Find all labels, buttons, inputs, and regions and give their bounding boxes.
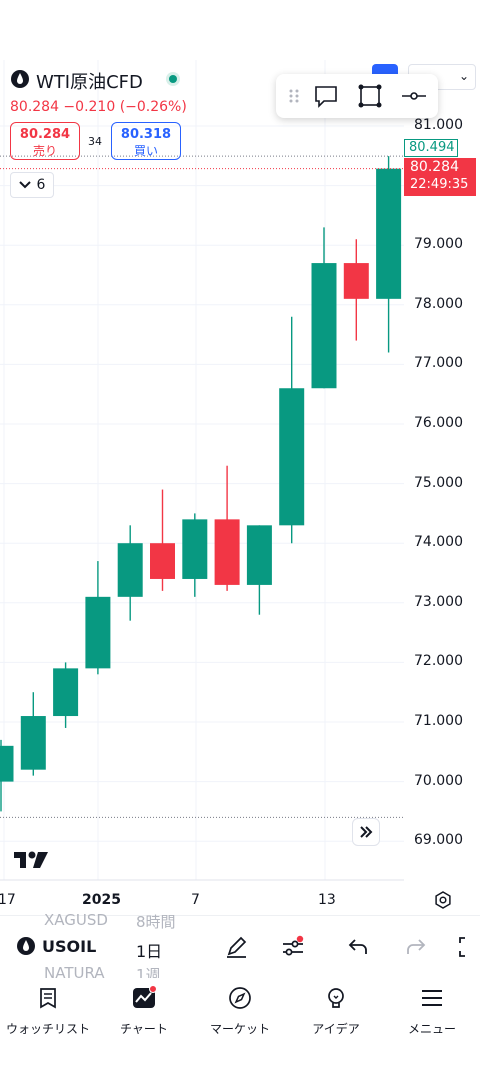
double-chevron-right-icon — [360, 826, 373, 838]
sell-price: 80.284 — [19, 127, 71, 142]
price-tick-label: 78.000 — [414, 295, 463, 312]
symbol-label: USOIL — [42, 936, 97, 956]
chart-grid — [0, 60, 404, 881]
chevron-down-icon: ⌄ — [458, 69, 469, 83]
price-tick-label: 74.000 — [414, 534, 463, 551]
pen-icon[interactable] — [224, 934, 250, 960]
last-price: 80.284 — [410, 159, 459, 175]
watchlist-icon — [36, 986, 60, 1010]
nav-watchlist[interactable]: ウォッチリスト — [0, 978, 96, 1067]
ghost-symbol-prev: XAGUSD — [44, 911, 108, 929]
price-tick-label: 73.000 — [414, 593, 463, 610]
interval-picker[interactable]: 1日 — [136, 942, 163, 961]
menu-icon — [420, 986, 444, 1010]
undo-icon[interactable] — [346, 934, 372, 960]
indicators-toggle[interactable]: 6 — [10, 172, 54, 198]
oil-drop-icon — [16, 936, 36, 956]
price-tick-label: 77.000 — [414, 355, 463, 372]
nav-label: ウォッチリスト — [5, 1022, 90, 1036]
floating-drawing-toolbar — [276, 74, 438, 118]
candle-body — [279, 388, 305, 526]
price-tick-label: 72.000 — [414, 653, 463, 670]
chevron-down-icon — [18, 177, 31, 193]
candle-body — [53, 668, 79, 717]
markets-icon — [228, 986, 252, 1010]
nav-label: マーケット — [209, 1022, 270, 1036]
ghost-interval-prev: 8時間 — [136, 913, 176, 931]
nav-label: アイデア — [312, 1022, 360, 1036]
chart-settings-icon[interactable] — [434, 891, 452, 909]
candle-body — [20, 716, 46, 770]
chart-icon — [132, 985, 157, 1010]
line-tool-icon[interactable] — [400, 82, 428, 110]
spread-value: 34 — [88, 135, 102, 148]
time-tick-label: 17 — [0, 892, 16, 908]
candle-body — [246, 525, 272, 585]
buy-button[interactable]: 80.318 買い — [111, 122, 181, 160]
redo-icon[interactable] — [402, 934, 428, 960]
nav-label: メニュー — [407, 1022, 456, 1036]
price-tick-label: 71.000 — [414, 713, 463, 729]
nav-ideas[interactable]: アイデア — [288, 978, 384, 1067]
indicators-icon[interactable] — [280, 934, 306, 960]
market-status-dot — [166, 72, 180, 86]
comment-icon[interactable] — [312, 82, 340, 110]
price-tick-label: 81.000 — [414, 117, 463, 133]
rectangle-icon[interactable] — [356, 82, 384, 110]
bar-countdown: 22:49:35 — [410, 177, 469, 192]
candle-body — [85, 596, 111, 669]
candle-body — [182, 519, 208, 579]
nav-label: チャート — [120, 1022, 168, 1036]
bottom-navigation: ウォッチリスト チャート マーケット アイデア メニュー — [0, 978, 480, 1067]
time-tick-label: 2025 — [82, 892, 121, 908]
sell-button[interactable]: 80.284 売り — [10, 122, 80, 160]
buy-label: 買い — [133, 144, 158, 158]
fullscreen-icon[interactable] — [456, 934, 480, 960]
object-tree-icon[interactable] — [372, 64, 398, 74]
price-tick-label: 75.000 — [414, 474, 463, 491]
high-price-label: 80.494 — [404, 139, 458, 157]
price-lines — [0, 155, 404, 818]
chart-canvas[interactable] — [0, 0, 480, 915]
candle-body — [343, 263, 369, 299]
scroll-to-realtime-button[interactable] — [352, 818, 380, 846]
price-tick-label: 70.000 — [414, 772, 463, 789]
candle-body — [376, 168, 402, 299]
nav-menu[interactable]: メニュー — [384, 978, 480, 1067]
oil-drop-icon — [10, 69, 30, 89]
price-tick-label: 79.000 — [414, 236, 463, 253]
candle-body — [150, 543, 175, 579]
candle-body — [117, 543, 143, 597]
symbol-picker[interactable]: USOIL — [16, 936, 96, 956]
symbol-title[interactable]: WTI原油CFD — [36, 72, 143, 93]
indicator-count: 6 — [36, 177, 46, 193]
buy-price: 80.318 — [120, 127, 172, 142]
candle-body — [311, 263, 337, 389]
last-price-label: 80.284 22:49:35 — [404, 158, 476, 196]
ghost-symbol-next: NATURA — [44, 964, 105, 982]
price-tick-label: 69.000 — [414, 832, 463, 849]
candle-body — [0, 745, 14, 782]
sell-label: 売り — [32, 144, 57, 158]
time-tick-label: 13 — [318, 892, 336, 908]
nav-markets[interactable]: マーケット — [192, 978, 288, 1067]
ideas-icon — [324, 986, 348, 1010]
tradingview-logo — [14, 848, 50, 870]
candle-body — [214, 519, 240, 585]
drag-handle-icon[interactable] — [280, 82, 308, 110]
nav-chart[interactable]: チャート — [96, 978, 192, 1067]
time-tick-label: 7 — [191, 892, 200, 908]
price-change: 80.284 −0.210 (−0.26%) — [10, 99, 187, 115]
candlestick-series — [0, 156, 402, 812]
price-tick-label: 76.000 — [414, 415, 463, 431]
